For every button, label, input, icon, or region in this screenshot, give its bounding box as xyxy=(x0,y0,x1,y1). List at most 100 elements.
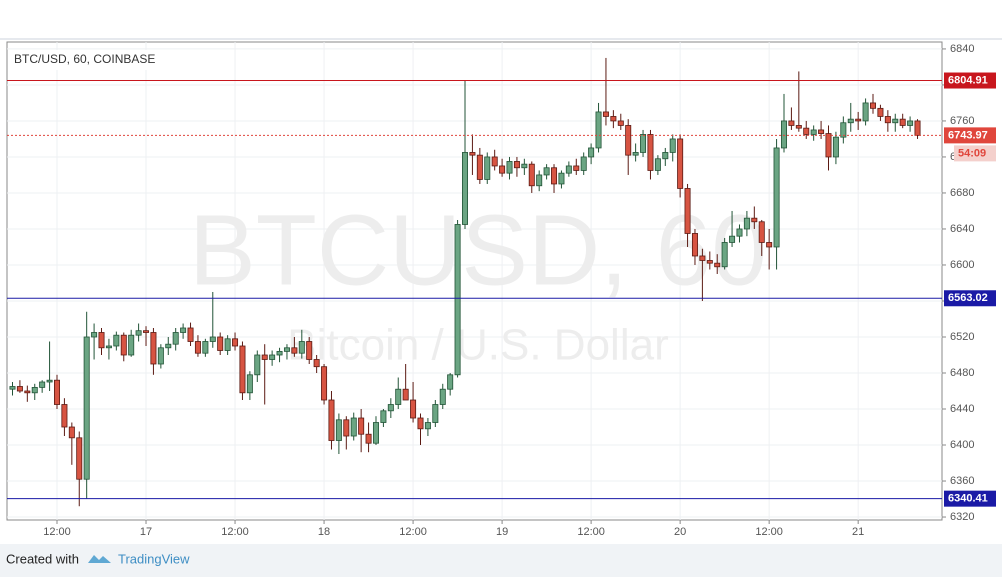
candle-body xyxy=(306,341,313,360)
candle-body xyxy=(499,165,506,174)
candle-body xyxy=(172,332,179,345)
candle-body xyxy=(24,390,31,394)
y-tick-label: 6400 xyxy=(950,439,974,451)
candle-body xyxy=(632,152,639,156)
candle-body xyxy=(684,188,691,234)
candle-body xyxy=(647,134,654,171)
candle-body xyxy=(877,107,884,117)
candle-body xyxy=(751,217,758,223)
candle-body xyxy=(143,330,150,333)
footer-brand[interactable]: TradingView xyxy=(118,551,190,566)
x-tick-label: 21 xyxy=(852,526,864,538)
candle-body xyxy=(165,343,172,349)
candle-body xyxy=(105,345,112,349)
candle-body xyxy=(521,163,528,169)
price-tag: 6563.02 xyxy=(948,292,988,304)
candle-body xyxy=(884,116,891,124)
candle-body xyxy=(558,172,565,185)
candle-body xyxy=(862,102,869,122)
candle-body xyxy=(476,154,483,180)
candle-body xyxy=(432,404,439,423)
candle-body xyxy=(743,217,750,230)
candle-body xyxy=(343,419,350,437)
x-tick-label: 17 xyxy=(140,526,152,538)
candle-body xyxy=(328,399,335,441)
candle-body xyxy=(46,379,53,383)
footer-bg xyxy=(0,544,1002,577)
candle-body xyxy=(795,125,802,129)
candle-body xyxy=(269,354,276,360)
candle-body xyxy=(766,242,773,248)
candle-body xyxy=(669,138,676,153)
candle-body xyxy=(298,341,305,354)
candle-body xyxy=(395,388,402,405)
candle-body xyxy=(68,426,75,439)
candle-body xyxy=(610,116,617,122)
candle-body xyxy=(528,163,535,187)
x-tick-label: 12:00 xyxy=(755,526,783,538)
candle-body xyxy=(246,374,253,394)
candle-body xyxy=(469,152,476,156)
candle-body xyxy=(365,433,372,444)
logo xyxy=(88,555,111,563)
candle-body xyxy=(31,387,38,394)
candle-body xyxy=(543,167,550,176)
y-tick-label: 6840 xyxy=(950,43,974,55)
candle-body xyxy=(654,158,661,171)
y-tick-label: 6520 xyxy=(950,331,974,343)
candle-body xyxy=(209,336,216,342)
candle-body xyxy=(128,334,135,356)
candle-body xyxy=(239,345,246,394)
candle-body xyxy=(194,341,201,354)
candle-body xyxy=(870,102,877,109)
watermark: BTCUSD, 60 xyxy=(189,194,767,306)
candle-body xyxy=(506,161,513,174)
candle-body xyxy=(892,118,899,124)
candle-body xyxy=(157,347,164,365)
y-tick-label: 6360 xyxy=(950,475,974,487)
price-tag-bg xyxy=(944,72,996,89)
candle-body xyxy=(758,221,765,243)
candle-body xyxy=(855,118,862,122)
candle-body xyxy=(536,174,543,187)
candle-body xyxy=(150,332,157,365)
candle-body xyxy=(736,228,743,237)
y-tick-label: 6600 xyxy=(950,259,974,271)
candle-body xyxy=(810,129,817,135)
candle-body xyxy=(61,404,68,428)
candle-body xyxy=(847,118,854,124)
watermark-subtitle: Bitcoin / U.S. Dollar xyxy=(287,321,668,370)
candle-body xyxy=(588,147,595,158)
price-tag-bg xyxy=(944,490,996,507)
candle-body xyxy=(595,111,602,149)
candle-body xyxy=(551,167,558,185)
candle-body xyxy=(54,379,60,405)
price-tag-bg xyxy=(944,127,996,144)
candle-body xyxy=(691,233,698,257)
x-tick-label: 19 xyxy=(496,526,508,538)
chart-title: BTC/USD, 60, COINBASE xyxy=(14,52,155,66)
candle-body xyxy=(76,437,83,480)
candle-body xyxy=(39,381,46,388)
candle-body xyxy=(580,156,587,171)
candle-body xyxy=(780,120,787,149)
candle-body xyxy=(729,235,736,243)
candle-body xyxy=(291,347,298,354)
candle-body xyxy=(573,165,580,171)
candle-body xyxy=(439,388,446,405)
candle-body xyxy=(484,156,491,180)
candle-body xyxy=(454,224,461,376)
countdown: 54:09 xyxy=(958,147,986,159)
candle-body xyxy=(899,118,906,126)
title-bg xyxy=(8,50,158,70)
candle-body xyxy=(832,136,839,158)
candle-body xyxy=(350,417,357,437)
x-tick-label: 18 xyxy=(318,526,330,538)
candle-body xyxy=(402,388,409,401)
candle-body xyxy=(380,410,387,423)
price-tag: 6340.41 xyxy=(948,493,988,505)
candle-body xyxy=(83,336,90,480)
candle-body xyxy=(283,347,290,352)
